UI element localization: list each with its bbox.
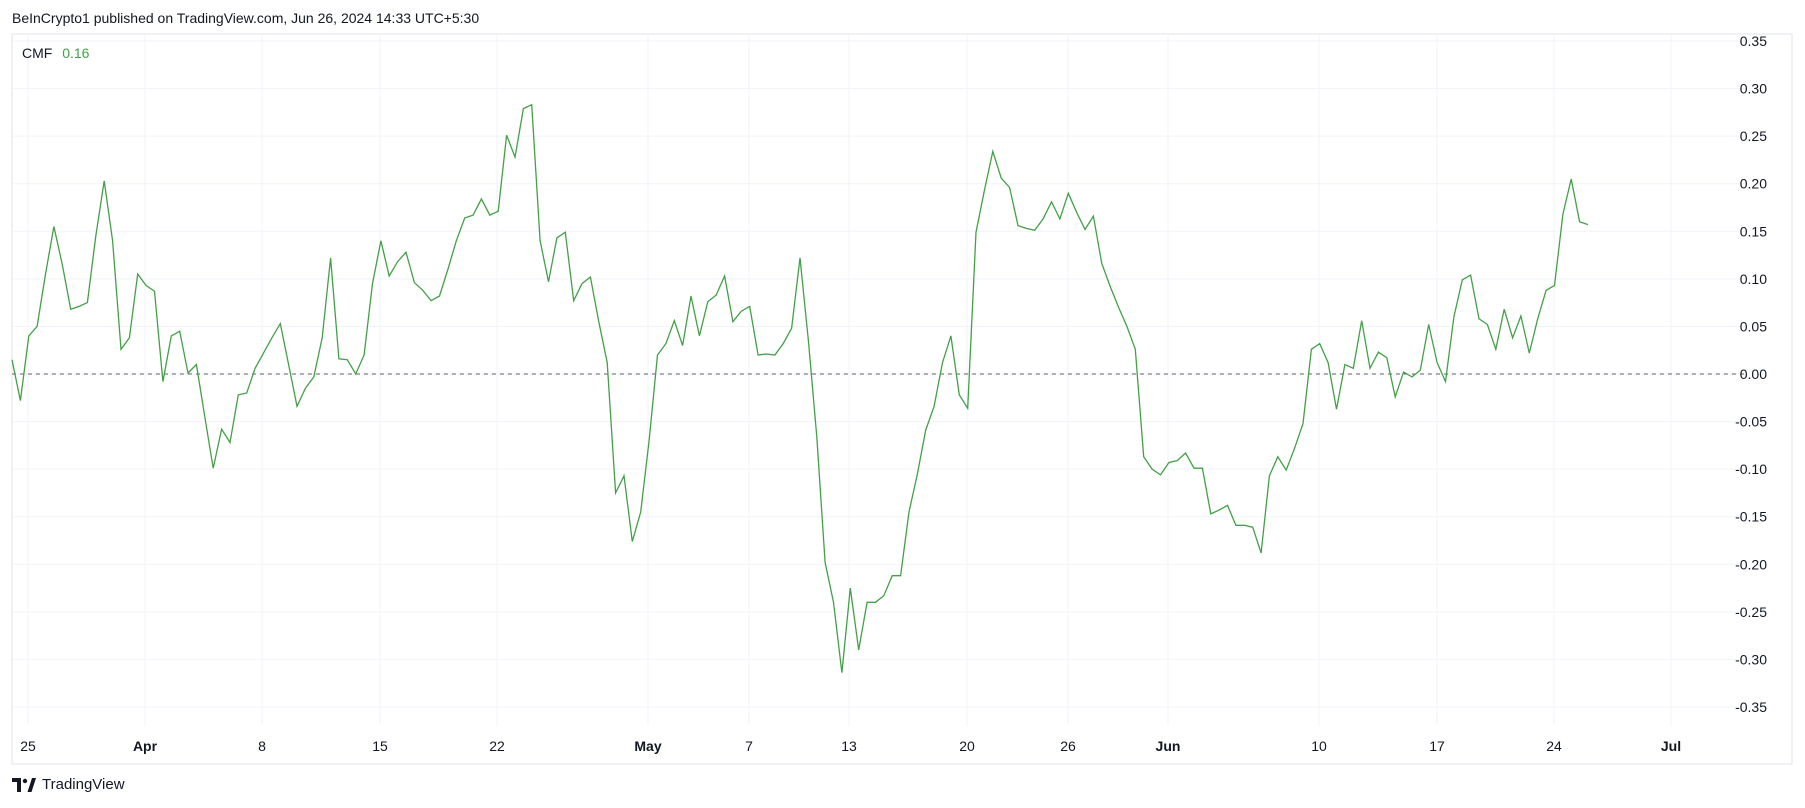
x-tick-label: 24 bbox=[1546, 738, 1562, 754]
x-tick-label: 13 bbox=[841, 738, 857, 754]
y-axis-labels: 0.35 0.30 0.25 0.20 0.15 0.10 0.05 0.00 -0.05 -0.… bbox=[1735, 33, 1767, 715]
y-tick-label: -0.25 bbox=[1735, 604, 1767, 620]
x-tick-label: 10 bbox=[1311, 738, 1327, 754]
x-tick-label: 22 bbox=[489, 738, 505, 754]
x-tick-label: Apr bbox=[133, 738, 158, 754]
y-tick-label: 0.35 bbox=[1740, 33, 1767, 49]
tradingview-logo-icon bbox=[12, 777, 36, 792]
y-tick-label: -0.15 bbox=[1735, 509, 1767, 525]
footer: TradingView bbox=[12, 776, 125, 793]
x-tick-label: 17 bbox=[1429, 738, 1445, 754]
x-tick-label: 20 bbox=[959, 738, 975, 754]
indicator-value: 0.16 bbox=[62, 45, 90, 61]
x-tick-label: Jun bbox=[1156, 738, 1181, 754]
publisher-caption: BeInCrypto1 published on TradingView.com… bbox=[12, 10, 480, 26]
y-tick-label: 0.00 bbox=[1740, 366, 1767, 382]
y-tick-label: -0.10 bbox=[1735, 461, 1767, 477]
y-tick-label: 0.25 bbox=[1740, 128, 1767, 144]
indicator-name: CMF bbox=[22, 45, 53, 61]
y-tick-label: -0.35 bbox=[1735, 699, 1767, 715]
y-tick-label: 0.15 bbox=[1740, 223, 1767, 239]
y-tick-label: -0.30 bbox=[1735, 651, 1767, 667]
x-tick-label: 15 bbox=[372, 738, 388, 754]
x-tick-label: 8 bbox=[258, 738, 266, 754]
y-tick-label: 0.10 bbox=[1740, 271, 1767, 287]
indicator-legend[interactable]: CMF 0.16 bbox=[22, 45, 89, 61]
x-axis-labels: 25 Apr 8 15 22 May 7 13 20 26 Jun 10 17 24 Jul bbox=[20, 738, 1681, 754]
y-tick-label: -0.20 bbox=[1735, 556, 1767, 572]
y-tick-label: 0.30 bbox=[1740, 81, 1767, 97]
x-tick-label: 7 bbox=[745, 738, 753, 754]
x-tick-label: 26 bbox=[1060, 738, 1076, 754]
footer-brand: TradingView bbox=[42, 776, 125, 793]
x-tick-label: May bbox=[634, 738, 661, 754]
cmf-series-line bbox=[11, 103, 1589, 673]
grid-lines bbox=[12, 34, 1745, 725]
y-tick-label: -0.05 bbox=[1735, 414, 1767, 430]
y-tick-label: 0.05 bbox=[1740, 318, 1767, 334]
x-tick-label: 25 bbox=[20, 738, 36, 754]
chart-frame bbox=[11, 33, 1793, 765]
y-tick-label: 0.20 bbox=[1740, 176, 1767, 192]
x-tick-label: Jul bbox=[1661, 738, 1681, 754]
